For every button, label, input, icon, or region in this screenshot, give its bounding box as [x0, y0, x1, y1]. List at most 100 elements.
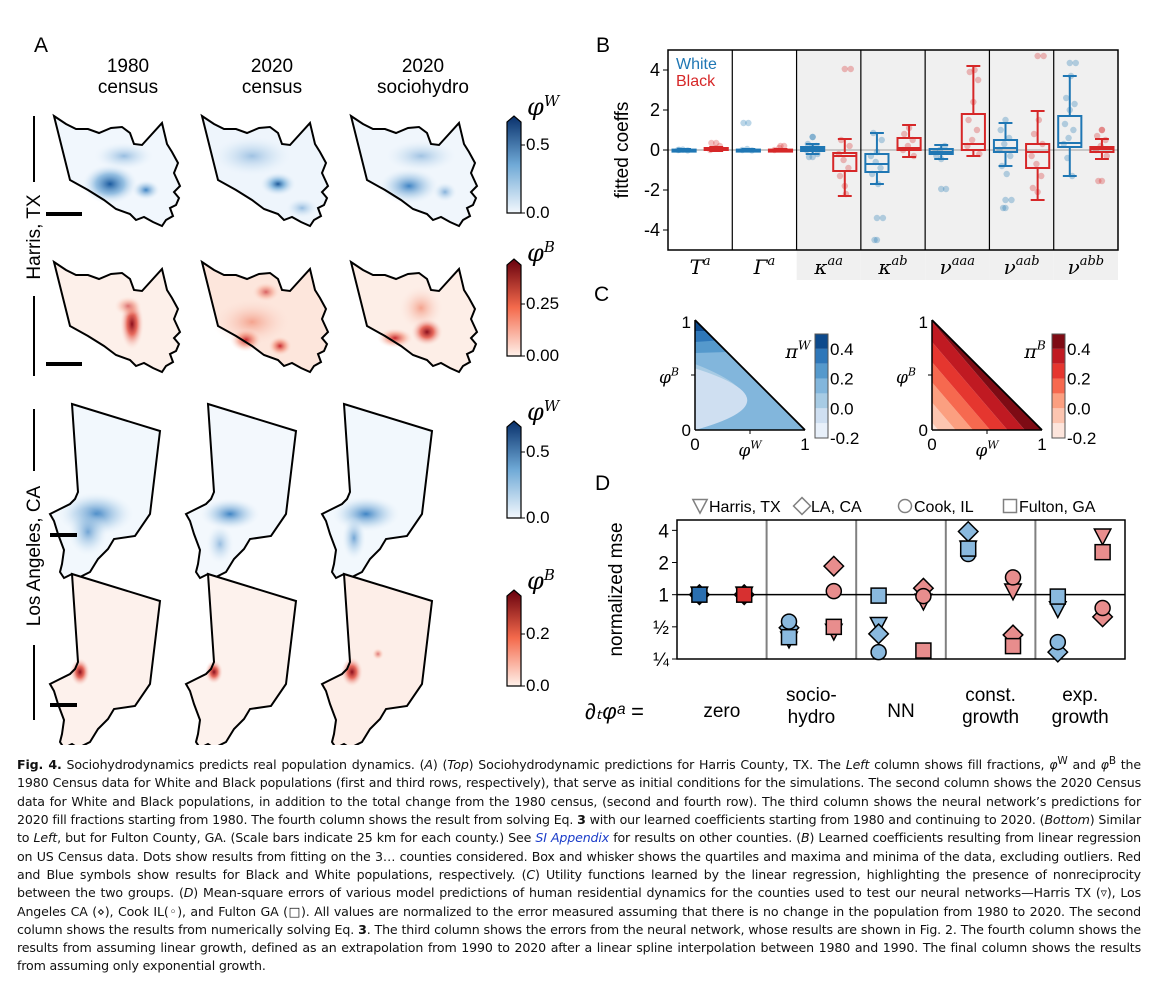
- outlier-point: [1098, 126, 1106, 134]
- box: [992, 139, 1019, 153]
- y-tick-label: 2: [658, 554, 669, 575]
- contour-band: [932, 320, 973, 430]
- data-point: [871, 236, 878, 244]
- colorbar-swatch: [815, 363, 828, 379]
- caption-text: ) Sociohydrodynamic predictions for Harr…: [468, 757, 846, 773]
- caption-text: Left: [33, 830, 58, 846]
- data-point: [845, 164, 852, 172]
- caption-text: W: [1057, 755, 1068, 767]
- data-point: [1002, 116, 1009, 124]
- colorbar-phi-w-harris: [506, 115, 525, 214]
- panel-d-mse-plot: 4 2 1 ½ ¼ normalized mse ∂ₜφᵃ = zero socio-hydro…: [585, 496, 1126, 728]
- data-marker-square: [870, 587, 887, 604]
- x-tick-label: socio-: [786, 685, 837, 706]
- data-point: [805, 153, 813, 161]
- label-bg: [668, 250, 797, 280]
- panel-b-boxplot: -4 -2 0 2 4 fitted coeffs Ta Γa κaa κab νaaa νaab νa…: [612, 49, 1119, 280]
- harris-bracket-top: [33, 116, 35, 182]
- data-point: [1070, 126, 1077, 134]
- outlier-point: [841, 65, 848, 73]
- panel-a-letter: A: [34, 34, 49, 57]
- colorbar-label: πB: [1023, 338, 1046, 363]
- caption-text: ) Similar to: [17, 812, 1141, 846]
- y-tick-label: 4: [658, 521, 669, 542]
- data-point: [1098, 126, 1106, 134]
- x-axis-label: φW: [975, 438, 1000, 460]
- contour-band: [932, 320, 1008, 430]
- data-marker-square: [915, 642, 932, 659]
- y-tick-label: 0: [650, 140, 660, 160]
- caption-text: . The third column shows the errors from…: [17, 921, 1141, 974]
- colorbar-phi-b-harris: [506, 258, 525, 357]
- x-tick-label: NN: [887, 701, 914, 722]
- legend-marker-triangle-down: [691, 498, 709, 515]
- outlier-point: [938, 185, 945, 193]
- colorbar-swatch: [1052, 334, 1065, 349]
- colorbar-swatch: [1052, 393, 1065, 409]
- column-title-line1: 2020: [250, 56, 294, 77]
- outlier-point: [1034, 52, 1041, 60]
- shaded-region: [925, 50, 990, 280]
- panel-b-letter: B: [596, 34, 611, 57]
- caption-text: Bottom: [1044, 812, 1090, 828]
- colorbar-tick-label: -0.2: [830, 429, 859, 448]
- column-title-2020-census: 2020 census: [202, 56, 342, 98]
- data-point: [840, 156, 847, 164]
- si-appendix-link[interactable]: SI Appendix: [535, 830, 610, 846]
- superscript: W: [543, 92, 560, 110]
- legend-entry: Cook, IL: [914, 499, 974, 516]
- data-point: [1029, 184, 1037, 192]
- caption-text: column shows fill fractions,: [869, 757, 1050, 773]
- contour-band: [695, 320, 717, 331]
- caption-text: ) Learned coefficients resulting from li…: [17, 830, 1141, 882]
- colorbar-phi-b-la: [506, 589, 525, 687]
- caption-text: 3: [577, 812, 586, 828]
- legend-entry: Black: [676, 73, 716, 90]
- caption-text: Top: [447, 757, 469, 773]
- data-point: [847, 65, 854, 73]
- y-tick-label: ¼: [653, 650, 670, 671]
- outlier-point: [1002, 204, 1009, 212]
- caption-text: B: [1108, 755, 1116, 767]
- map-la-white-1980: [49, 403, 161, 579]
- data-point: [1030, 130, 1038, 138]
- caption-text: φ: [1049, 757, 1058, 773]
- box: [1057, 115, 1083, 148]
- panel-a-maps: [46, 115, 525, 745]
- column-title-line2: census: [241, 77, 303, 98]
- colorbar-swatch: [815, 334, 828, 349]
- la-bracket-bottom: [33, 645, 35, 720]
- colorbar-title: φB: [527, 238, 555, 267]
- colorbar-swatch: [815, 348, 828, 364]
- colorbar-swatch: [815, 408, 828, 424]
- caption-text: D: [183, 885, 194, 901]
- data-marker-triangle-down: [1003, 583, 1023, 602]
- data-point: [1093, 132, 1101, 140]
- x-prefix-label: ∂ₜφᵃ =: [585, 699, 644, 724]
- shaded-region: [1053, 50, 1118, 280]
- colorbar-swatch: [815, 393, 828, 409]
- outlier-point: [777, 142, 784, 150]
- superscript: W: [543, 397, 560, 415]
- colorbar-title: φW: [527, 397, 559, 426]
- outlier-point: [873, 214, 881, 222]
- data-point: [1001, 140, 1008, 148]
- data-marker-diamond: [957, 520, 980, 543]
- y-tick-label: -2: [644, 180, 660, 200]
- data-point: [1065, 134, 1072, 142]
- map-la-black-2020-sociohydro: [321, 573, 433, 745]
- map-harris-white-1980: [53, 115, 181, 227]
- x-tick-label: 0: [927, 435, 936, 454]
- legend-entry: Fulton, GA: [1019, 499, 1096, 516]
- simplex-edge: [694, 319, 806, 431]
- outlier-point: [1098, 177, 1106, 185]
- phi-symbol: φ: [527, 93, 544, 121]
- scale-bar: [46, 362, 82, 366]
- data-marker-circle: [915, 587, 932, 605]
- x-tick-label: νabb: [1068, 254, 1105, 279]
- outlier-point: [809, 153, 816, 161]
- map-harris-white-2020-sociohydro: [350, 115, 478, 227]
- caption-text: B: [800, 830, 810, 846]
- data-marker-diamond: [867, 623, 890, 645]
- caption-text: ) (: [432, 757, 448, 773]
